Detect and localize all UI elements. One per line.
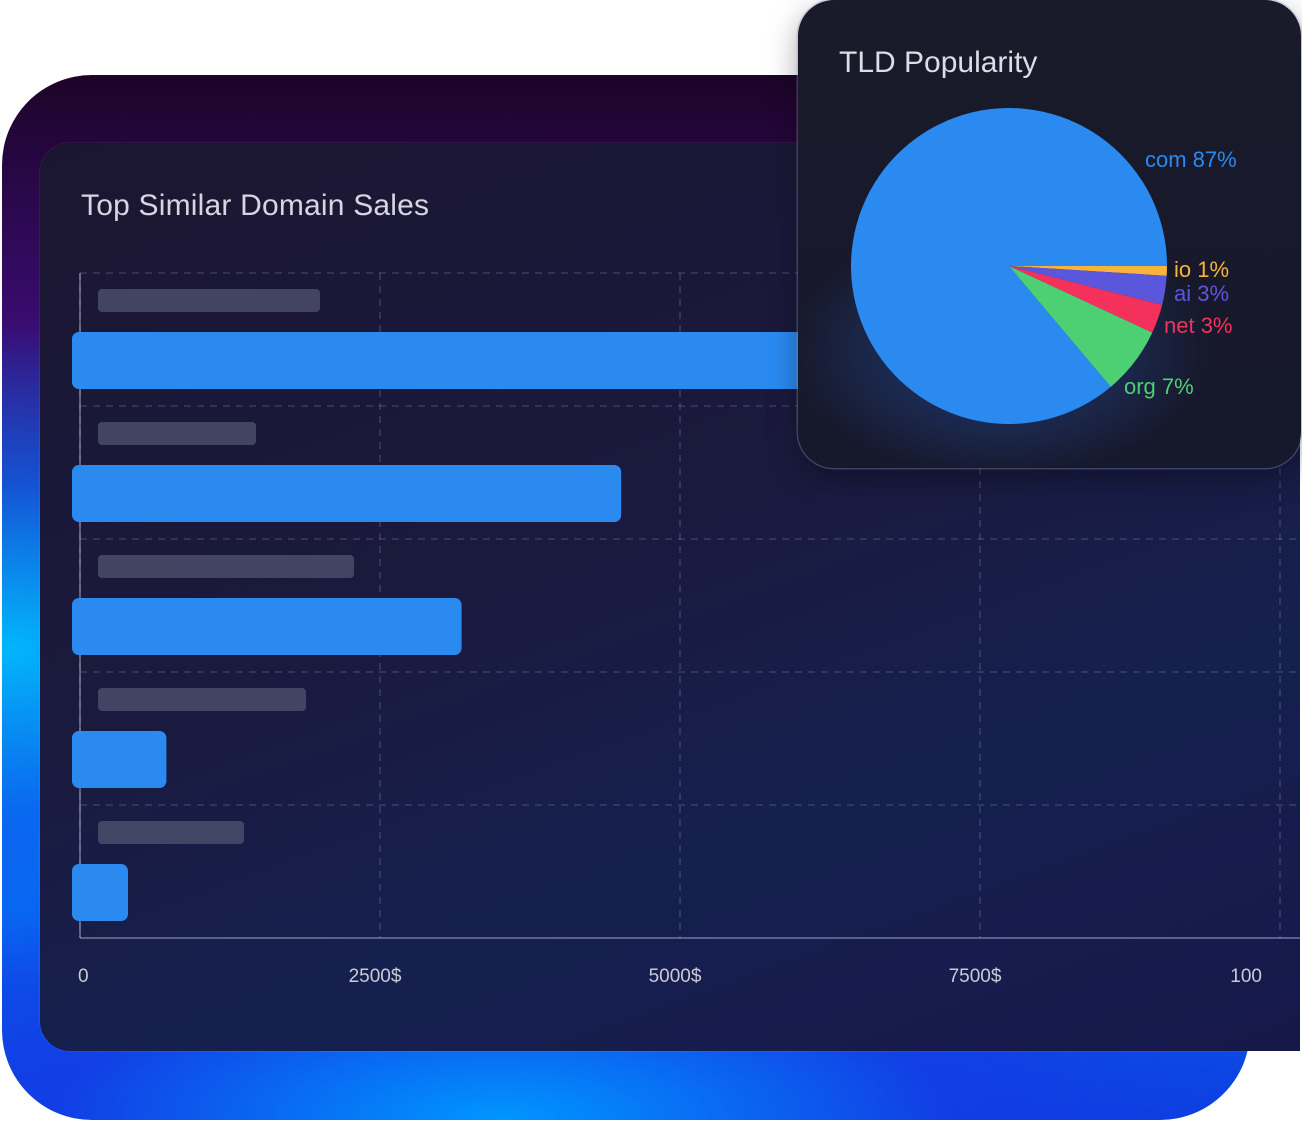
category-label-placeholder [98, 688, 306, 711]
bar [72, 332, 920, 389]
pie-slice-com [851, 108, 1167, 425]
tld-popularity-card: TLD Popularity com 87% io 1% ai 3% net 3% or… [798, 0, 1301, 468]
x-tick-label: 5000$ [649, 966, 702, 987]
pie-chart-title: TLD Popularity [839, 46, 1038, 79]
bar [72, 598, 462, 655]
bar [72, 731, 167, 788]
pie-chart: com 87% io 1%ai 3% net 3% org 7% [851, 108, 1237, 425]
category-label-placeholder [98, 821, 244, 844]
bar-chart-title: Top Similar Domain Sales [81, 189, 430, 222]
category-label-placeholder [98, 555, 354, 578]
pie-label-ai: ai 3% [1174, 281, 1229, 306]
bar [72, 864, 128, 921]
bar [72, 465, 622, 522]
x-tick-label: 7500$ [949, 966, 1002, 987]
pie-label-org: org 7% [1124, 374, 1194, 399]
pie-slice-net [1009, 266, 1163, 333]
pie-slice-ai [1009, 266, 1167, 305]
x-tick-label: 2500$ [349, 966, 402, 987]
pie-label-net: net 3% [1164, 313, 1233, 338]
pie-slice-org [1009, 266, 1153, 387]
x-tick-label: 0 [78, 966, 89, 987]
pie-label-io: io 1% [1174, 257, 1229, 282]
category-label-placeholder [98, 289, 320, 312]
pie-slice-io [1009, 266, 1167, 276]
category-label-placeholder [98, 422, 256, 445]
pie-label-com: com 87% [1145, 147, 1237, 172]
x-tick-label: 100 [1230, 966, 1262, 987]
